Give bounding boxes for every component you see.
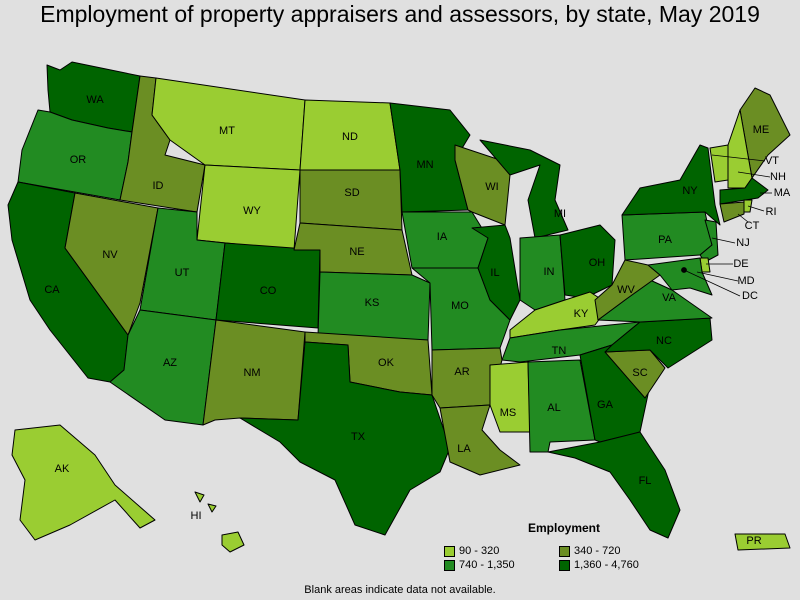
label-or: OR [70,154,87,166]
label-dc: DC [742,290,758,302]
label-ks: KS [365,297,380,309]
label-ne: NE [349,246,364,258]
state-tx [239,341,451,536]
label-ut: UT [175,267,190,279]
state-il [471,224,521,321]
label-wy: WY [243,205,261,217]
label-hi: HI [191,510,202,522]
state-hi [194,491,245,553]
label-id: ID [153,180,164,192]
map-title: Employment of property appraisers and as… [40,1,760,27]
label-nh: NH [770,171,786,183]
label-ky: KY [574,308,589,320]
legend-swatch-2 [559,545,570,557]
label-wa: WA [86,94,104,106]
label-ca: CA [44,284,60,296]
legend-label-3: 740 - 1,350 [459,559,515,571]
label-wi: WI [485,181,498,193]
state-vt [709,144,729,183]
label-mo: MO [451,300,469,312]
legend-swatch-4 [559,559,570,571]
state-ak [11,424,156,541]
label-pa: PA [658,234,673,246]
legend-label-1: 90 - 320 [459,545,500,557]
label-co: CO [260,285,277,297]
state-md [647,257,713,296]
label-ia: IA [437,231,448,243]
label-sc: SC [632,367,647,379]
label-ak: AK [55,463,70,475]
state-fl [547,431,681,539]
state-ms [489,361,531,433]
state-nv [64,192,159,336]
label-sd: SD [344,187,359,199]
footnote: Blank areas indicate data not available. [304,584,496,596]
label-nc: NC [656,335,672,347]
legend-swatch-1 [444,545,455,557]
label-tn: TN [552,345,567,357]
legend-item-4: 1,360 - 4,760 [559,559,674,571]
label-ms: MS [500,407,517,419]
label-az: AZ [163,357,177,369]
legend-title: Employment [527,521,600,535]
label-me: ME [753,124,770,136]
legend-item-3: 740 - 1,350 [444,559,559,571]
label-la: LA [457,443,471,455]
label-ga: GA [597,399,614,411]
state-ct [719,201,745,223]
label-tx: TX [351,431,366,443]
label-oh: OH [589,257,606,269]
label-va: VA [662,292,677,304]
label-mt: MT [219,125,235,137]
label-fl: FL [639,475,652,487]
label-nv: NV [102,249,118,261]
state-in [519,234,566,311]
label-ny: NY [682,185,698,197]
label-ar: AR [454,366,469,378]
label-ct: CT [745,220,760,232]
label-de: DE [733,258,748,270]
label-vt: VT [765,155,779,167]
label-mn: MN [416,159,433,171]
state-ks [317,271,431,341]
dc-marker [681,267,687,273]
state-la [439,404,521,476]
label-al: AL [547,402,560,414]
label-ok: OK [378,357,395,369]
legend-item-1: 90 - 320 [444,545,559,557]
label-md: MD [737,275,754,287]
state-ny [621,144,721,226]
map-legend: Employment 90 - 320 340 - 720 740 - 1,35… [444,521,674,571]
legend-label-4: 1,360 - 4,760 [574,559,639,571]
state-pr [734,533,791,551]
label-wv: WV [617,284,635,296]
state-sd [299,169,403,231]
label-il: IL [490,267,499,279]
label-in: IN [544,266,555,278]
legend-swatch-3 [444,559,455,571]
label-ma: MA [774,187,791,199]
label-nj: NJ [736,237,749,249]
state-wv [594,259,661,321]
label-nm: NM [243,367,260,379]
state-al [527,359,596,453]
legend-item-2: 340 - 720 [559,545,674,557]
state-mi [479,139,569,239]
state-oh [559,224,616,299]
label-mi: MI [554,208,566,220]
label-ri: RI [766,206,777,218]
label-nd: ND [342,131,358,143]
legend-label-2: 340 - 720 [574,545,621,557]
label-pr: PR [746,535,761,547]
